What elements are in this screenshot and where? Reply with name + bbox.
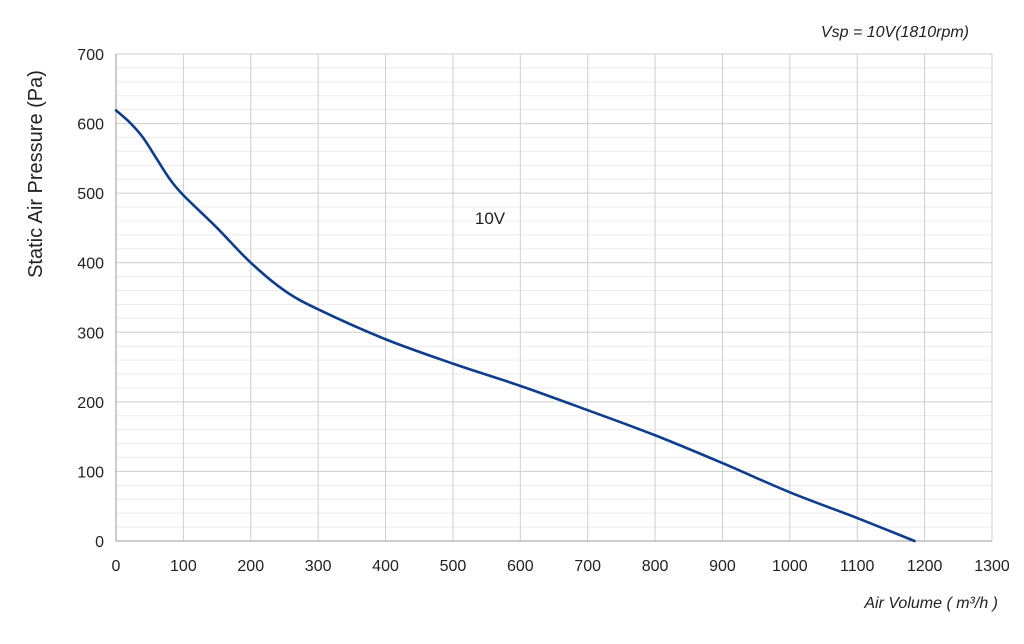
x-axis-label: Air Volume ( m³/h ) xyxy=(863,595,998,612)
axes xyxy=(115,54,992,542)
x-tick-label: 400 xyxy=(372,558,399,575)
curve-annotation: 10V xyxy=(475,209,506,228)
x-tick-label: 500 xyxy=(440,558,467,575)
x-tick-label: 900 xyxy=(709,558,736,575)
x-tick-label: 0 xyxy=(112,558,121,575)
x-tick-label: 1300 xyxy=(974,558,1010,575)
y-tick-label: 100 xyxy=(77,464,104,481)
y-tick-label: 500 xyxy=(77,186,104,203)
y-tick-label: 0 xyxy=(95,534,104,551)
x-tick-label: 800 xyxy=(642,558,669,575)
y-tick-label: 400 xyxy=(77,256,104,273)
series-layer xyxy=(114,109,916,543)
x-tick-labels: 0 100 200 300 400 500 600 700 800 900 1000 1100 1200… xyxy=(112,558,1010,575)
y-tick-labels: 0 100 200 300 400 500 600 700 xyxy=(77,47,104,551)
y-tick-label: 700 xyxy=(77,47,104,64)
x-tick-label: 600 xyxy=(507,558,534,575)
x-tick-label: 1100 xyxy=(840,558,875,575)
x-tick-label: 200 xyxy=(237,558,264,575)
major-grid xyxy=(115,53,993,542)
y-axis-label: Static Air Pressure (Pa) xyxy=(25,70,47,278)
x-tick-label: 100 xyxy=(170,558,197,575)
y-tick-label: 300 xyxy=(77,325,104,342)
x-tick-label: 700 xyxy=(574,558,601,575)
x-tick-label: 300 xyxy=(305,558,332,575)
x-tick-label: 1200 xyxy=(907,558,943,575)
chart-title: Vsp = 10V(1810rpm) xyxy=(821,24,969,41)
minor-grid xyxy=(116,67,992,528)
series-line xyxy=(114,109,916,543)
x-tick-label: 1000 xyxy=(772,558,808,575)
y-tick-label: 200 xyxy=(77,395,104,412)
y-tick-label: 600 xyxy=(77,117,104,134)
